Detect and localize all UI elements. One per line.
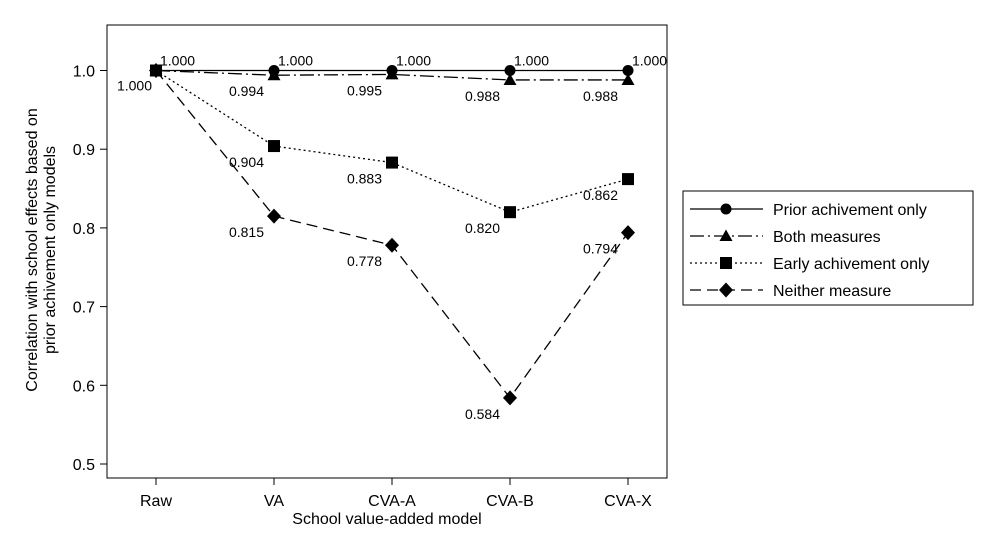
label-prior-achivement-only-cva-x: 1.000 — [632, 53, 667, 69]
label-neither-measure-cva-b: 0.584 — [465, 406, 500, 422]
legend-label-prior-achivement-only: Prior achivement only — [773, 202, 927, 219]
x-axis-title: School value-added model — [292, 511, 481, 528]
point-both-measures-cva-x — [621, 73, 635, 85]
label-early-achivement-only-va: 0.904 — [229, 154, 264, 170]
legend-entry-early-achivement-only: Early achivement only — [690, 256, 930, 273]
label-early-achivement-only-cva-x: 0.862 — [583, 187, 618, 203]
y-tick-label-0.7: 0.7 — [73, 300, 95, 317]
legend-marker-prior-achivement-only — [720, 203, 732, 215]
point-neither-measure-va — [267, 208, 281, 224]
label-both-measures-raw: 1.000 — [117, 78, 152, 94]
point-prior-achivement-only-cva-b — [504, 65, 516, 76]
data-labels-layer: 1.000 1.000 1.000 1.000 1.000 1.000 0.994 0.995… — [117, 53, 667, 422]
label-neither-measure-cva-x: 0.794 — [583, 241, 618, 257]
label-both-measures-cva-a: 0.995 — [347, 82, 382, 98]
y-tick-label-0.8: 0.8 — [73, 221, 95, 238]
point-prior-achivement-only-va — [268, 65, 280, 76]
point-neither-measure-cva-a — [385, 237, 399, 253]
x-tick-label-cva-b: CVA-B — [486, 493, 534, 510]
label-prior-achivement-only-va: 1.000 — [278, 53, 313, 69]
point-early-achivement-only-cva-a — [386, 156, 398, 169]
label-both-measures-cva-b: 0.988 — [465, 88, 500, 104]
label-prior-achivement-only-cva-a: 1.000 — [396, 53, 431, 69]
y-tick-label-0.5: 0.5 — [73, 457, 95, 474]
label-early-achivement-only-cva-a: 0.883 — [347, 171, 382, 187]
label-early-achivement-only-cva-b: 0.820 — [465, 220, 500, 236]
label-neither-measure-va: 0.815 — [229, 224, 264, 240]
label-both-measures-cva-x: 0.988 — [583, 88, 618, 104]
series-layer — [149, 63, 635, 406]
series-line-both-measures — [155, 69, 628, 81]
label-both-measures-va: 0.994 — [229, 83, 264, 99]
point-neither-measure-cva-b — [503, 390, 517, 406]
legend-entry-neither-measure: Neither measure — [690, 282, 891, 300]
legend-label-early-achivement-only: Early achivement only — [773, 256, 930, 273]
label-neither-measure-cva-a: 0.778 — [347, 253, 382, 269]
y-tick-label-0.9: 0.9 — [73, 142, 95, 159]
point-early-achivement-only-cva-x — [622, 173, 634, 186]
y-tick-label-0.6: 0.6 — [73, 378, 95, 395]
series-prior-achivement-only — [150, 65, 634, 76]
point-prior-achivement-only-raw — [150, 65, 162, 76]
axes-layer: 0.5 0.6 0.7 0.8 0.9 1.0 Raw VA CVA-A CVA-B CVA-X — [73, 64, 652, 511]
legend-marker-neither-measure — [719, 282, 733, 298]
y-axis-title-line-1: Correlation with school effects based on — [24, 108, 41, 391]
point-early-achivement-only-va — [268, 140, 280, 153]
x-tick-label-cva-a: CVA-A — [368, 493, 416, 510]
point-both-measures-cva-b — [503, 73, 517, 85]
legend-entry-both-measures: Both measures — [690, 229, 881, 246]
plot-frame — [106, 24, 668, 479]
y-tick-label-1.0: 1.0 — [73, 64, 95, 81]
legend-marker-both-measures — [719, 229, 733, 241]
point-neither-measure-cva-x — [621, 225, 635, 241]
x-tick-label-va: VA — [264, 493, 284, 510]
legend-label-both-measures: Both measures — [773, 229, 881, 246]
legend-marker-early-achivement-only — [720, 257, 732, 269]
label-prior-achivement-only-cva-b: 1.000 — [514, 53, 549, 69]
x-tick-label-cva-x: CVA-X — [604, 493, 652, 510]
point-prior-achivement-only-cva-x — [622, 65, 634, 76]
point-prior-achivement-only-cva-a — [386, 65, 398, 76]
legend: Prior achivement only Both measures Early … — [682, 190, 974, 306]
x-tick-label-raw: Raw — [140, 493, 172, 510]
legend-label-neither-measure: Neither measure — [773, 283, 891, 300]
y-axis-title-line-2: prior achivement only models — [42, 146, 59, 354]
y-axis-title: Correlation with school effects based on… — [24, 108, 59, 391]
legend-entries: Prior achivement only Both measures Early … — [690, 202, 930, 300]
legend-entry-prior-achivement-only: Prior achivement only — [690, 202, 927, 219]
point-early-achivement-only-cva-b — [504, 206, 516, 219]
label-prior-achivement-only-raw: 1.000 — [160, 53, 195, 69]
